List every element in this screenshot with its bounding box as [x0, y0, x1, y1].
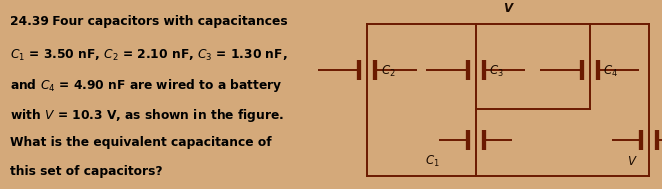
- Text: 24.39: 24.39: [10, 15, 49, 28]
- Text: What is the equivalent capacitance of: What is the equivalent capacitance of: [10, 136, 271, 149]
- Text: Four capacitors with capacitances: Four capacitors with capacitances: [48, 15, 287, 28]
- Text: $C_2$: $C_2$: [381, 64, 395, 79]
- Text: with $V$ = 10.3 V, as shown in the figure.: with $V$ = 10.3 V, as shown in the figur…: [10, 107, 284, 124]
- Text: $C_4$: $C_4$: [603, 64, 618, 79]
- Text: $C_3$: $C_3$: [489, 64, 504, 79]
- Text: $C_1$: $C_1$: [425, 154, 440, 169]
- Text: and $C_4$ = 4.90 nF are wired to a battery: and $C_4$ = 4.90 nF are wired to a batte…: [10, 77, 283, 94]
- Text: $C_1$ = 3.50 nF, $C_2$ = 2.10 nF, $C_3$ = 1.30 nF,: $C_1$ = 3.50 nF, $C_2$ = 2.10 nF, $C_3$ …: [10, 48, 287, 63]
- Text: this set of capacitors?: this set of capacitors?: [10, 165, 162, 178]
- Text: V: V: [628, 155, 636, 168]
- Text: V: V: [504, 2, 512, 15]
